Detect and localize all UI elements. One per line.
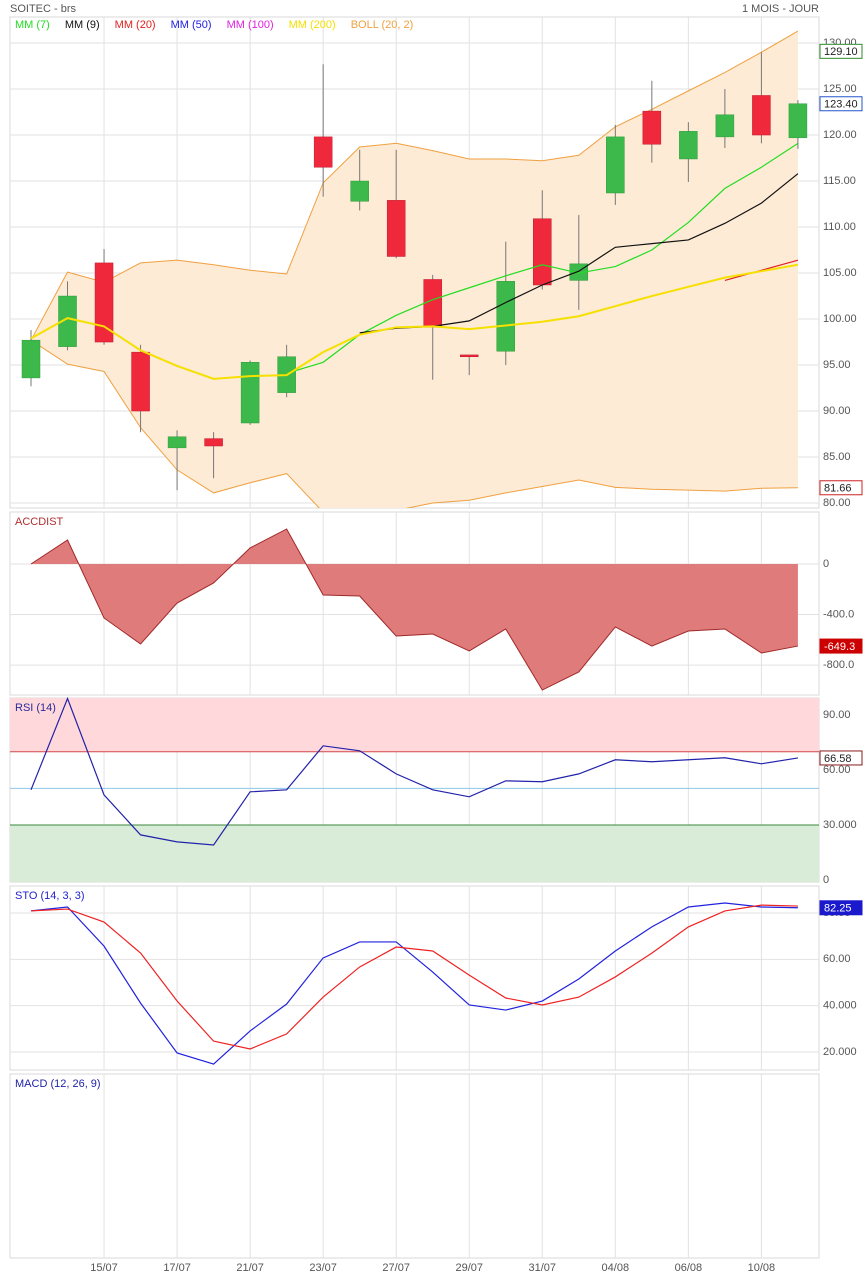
legend-entry: BOLL (20, 2) [351, 19, 414, 31]
x-tick-label: 06/08 [675, 1262, 703, 1274]
panel-frame [9, 1073, 820, 1259]
candle-body [715, 114, 735, 138]
y-tick-label: 90.00 [823, 405, 851, 417]
y-tick-label: 40.000 [823, 1000, 857, 1012]
zone-band [10, 825, 819, 882]
plot-area [21, 30, 808, 508]
y-tick-label: 85.00 [823, 451, 851, 463]
zone-band [10, 698, 819, 752]
price-tag-label: 82.25 [824, 903, 852, 915]
candle-body [533, 218, 552, 286]
price-tag-label: 123.40 [824, 99, 858, 111]
chart-subtitle: 1 MOIS - JOUR [742, 3, 819, 15]
area-line [30, 528, 799, 691]
y-tick-label: 20.000 [823, 1046, 857, 1058]
indicator-line [30, 902, 798, 1065]
x-tick-label: 15/07 [90, 1262, 118, 1274]
bollinger-upper [30, 30, 799, 341]
y-tick-label: 125.00 [823, 83, 857, 95]
y-tick-label: 105.00 [823, 267, 857, 279]
candle-body [21, 339, 41, 379]
candle-body [423, 279, 442, 328]
price-tag-label: 66.58 [824, 753, 852, 765]
legend-entry: MM (100) [227, 19, 274, 31]
candle-body [94, 262, 114, 343]
price-tag-label: 81.66 [824, 483, 852, 495]
y-tick-label: 115.00 [823, 175, 856, 187]
y-tick-label: 90.00 [823, 709, 851, 721]
legend-entry: MM (20) [115, 19, 156, 31]
x-tick-label: 29/07 [455, 1262, 483, 1274]
panel-title: STO (14, 3, 3) [15, 890, 85, 902]
legend-entry: MM (50) [171, 19, 212, 31]
panel-frame [9, 511, 820, 696]
y-tick-label: 120.00 [823, 129, 857, 141]
candle-body [679, 131, 698, 160]
candle-body [606, 136, 625, 194]
candle-body [58, 295, 77, 347]
y-tick-label: 95.00 [823, 359, 851, 371]
indicator-line [30, 696, 799, 846]
x-tick-label: 04/08 [602, 1262, 630, 1274]
y-tick-label: 80.00 [823, 497, 851, 509]
candle-body [313, 136, 333, 168]
price-tag [819, 638, 863, 654]
y-tick-label: 60.00 [823, 953, 851, 965]
legend-entry: MM (200) [289, 19, 336, 31]
y-tick-label: 30.000 [823, 819, 857, 831]
price-tag [819, 96, 863, 112]
candle-body [642, 110, 662, 145]
candle-body [752, 95, 771, 136]
candle-body [788, 103, 808, 139]
x-tick-label: 10/08 [748, 1262, 776, 1274]
candle-body [459, 354, 479, 358]
moving-average [30, 263, 799, 380]
price-tag [819, 900, 863, 916]
y-tick-label: -400.0 [823, 608, 854, 620]
price-tag [819, 480, 863, 496]
y-tick-label: 0 [823, 558, 829, 570]
candle-body [350, 180, 369, 202]
panel-title: MACD (12, 26, 9) [15, 1078, 101, 1090]
x-tick-label: 31/07 [529, 1262, 557, 1274]
y-tick-label: -800.0 [823, 659, 854, 671]
legend-entry: MM (9) [65, 19, 100, 31]
panel-title: ACCDIST [15, 516, 64, 528]
x-tick-label: 17/07 [163, 1262, 191, 1274]
indicator-line [30, 904, 798, 1050]
price-tag-label: 129.10 [824, 46, 858, 58]
price-tag [819, 750, 863, 766]
panel-frame [9, 16, 820, 509]
price-tag-label: -649.3 [824, 641, 855, 653]
candle-body [240, 362, 260, 424]
candle-body [386, 200, 406, 257]
area-fill [31, 528, 798, 691]
y-tick-label: 60.00 [823, 764, 851, 776]
panel-frame [9, 885, 820, 1071]
y-tick-label: 0 [823, 874, 829, 886]
moving-average [286, 142, 799, 374]
legend-entry: MM (7) [15, 19, 50, 31]
bollinger-fill [31, 31, 798, 508]
x-tick-label: 21/07 [236, 1262, 264, 1274]
bollinger-lower [30, 339, 798, 508]
candle-body [496, 281, 516, 352]
y-tick-label: 100.00 [823, 313, 857, 325]
price-tag [819, 43, 863, 59]
y-tick-label: 110.00 [823, 221, 856, 233]
x-tick-label: 23/07 [309, 1262, 337, 1274]
panel-title: RSI (14) [15, 702, 56, 714]
x-tick-label: 27/07 [382, 1262, 410, 1274]
candle-body [204, 438, 223, 447]
candle-body [167, 436, 187, 449]
candle-body [131, 351, 150, 412]
chart-title: SOITEC - brs [10, 3, 77, 15]
